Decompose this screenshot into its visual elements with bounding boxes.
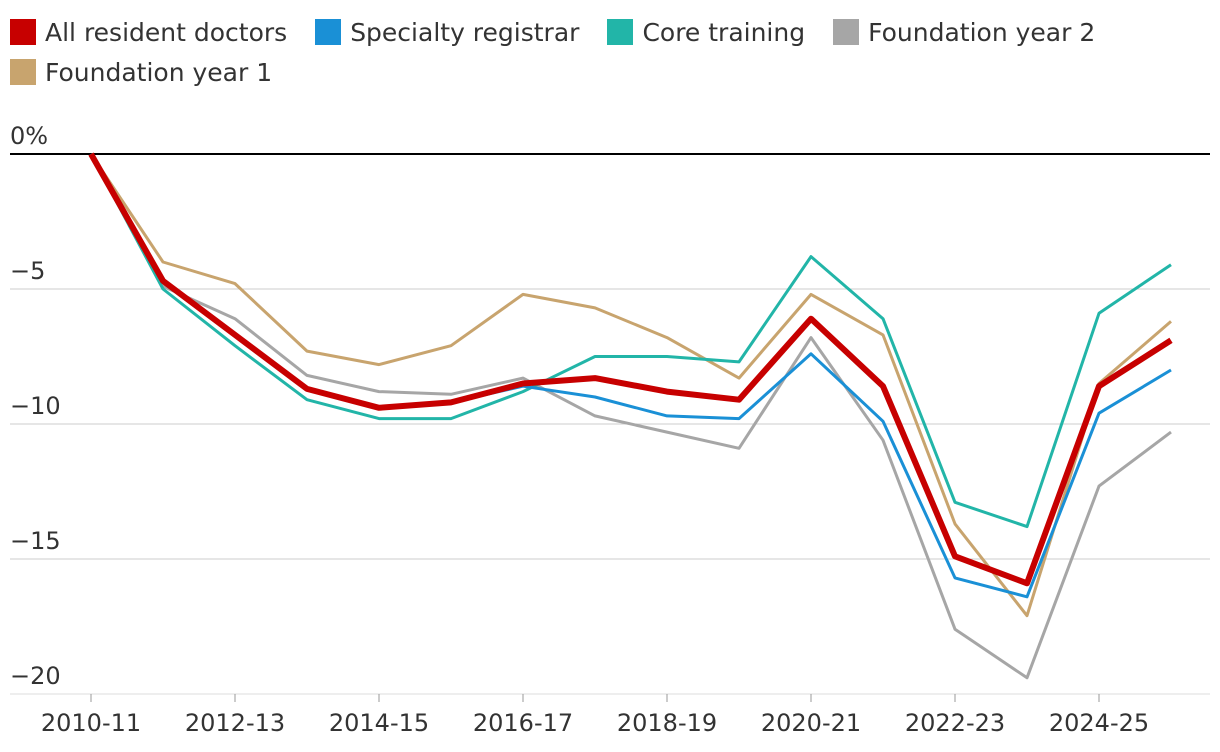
- y-tick-label: 0%: [10, 122, 48, 150]
- legend-swatch: [10, 59, 36, 85]
- x-tick-label: 2014-15: [329, 709, 429, 737]
- y-tick-label: −10: [10, 392, 61, 420]
- chart-legend: All resident doctors Specialty registrar C…: [10, 12, 1210, 92]
- legend-swatch: [607, 19, 634, 45]
- y-tick-label: −20: [10, 662, 61, 690]
- x-tick-label: 2016-17: [473, 709, 573, 737]
- legend-label: All resident doctors: [45, 17, 288, 47]
- legend-row: All resident doctors Specialty registrar C…: [10, 12, 1210, 52]
- legend-swatch: [833, 19, 860, 45]
- x-tick-label: 2010-11: [41, 709, 141, 737]
- legend-row: Foundation year 1: [10, 52, 1210, 92]
- legend-label: Foundation year 2: [868, 17, 1096, 47]
- legend-item-core-training: Core training: [607, 18, 805, 47]
- series-line-core-training: [89, 153, 1172, 529]
- series-line-all-resident-doctors: [88, 152, 1173, 587]
- series-line-foundation-year-2: [89, 153, 1172, 680]
- legend-item-foundation-year-2: Foundation year 2: [833, 18, 1095, 47]
- series-line-specialty-registrar: [89, 153, 1172, 599]
- x-tick-label: 2022-23: [905, 709, 1005, 737]
- y-tick-label: −5: [10, 257, 45, 285]
- x-tick-label: 2020-21: [761, 709, 861, 737]
- x-tick-label: 2018-19: [617, 709, 717, 737]
- legend-swatch: [10, 19, 36, 45]
- legend-label: Specialty registrar: [350, 17, 580, 47]
- legend-label: Core training: [642, 17, 806, 47]
- legend-item-foundation-year-1: Foundation year 1: [10, 58, 272, 87]
- x-tick-label: 2012-13: [185, 709, 285, 737]
- legend-label: Foundation year 1: [45, 57, 273, 87]
- legend-item-all-resident-doctors: All resident doctors: [10, 18, 287, 47]
- legend-swatch: [315, 19, 342, 45]
- legend-item-specialty-registrar: Specialty registrar: [315, 18, 579, 47]
- y-tick-label: −15: [10, 527, 61, 555]
- x-tick-label: 2024-25: [1049, 709, 1149, 737]
